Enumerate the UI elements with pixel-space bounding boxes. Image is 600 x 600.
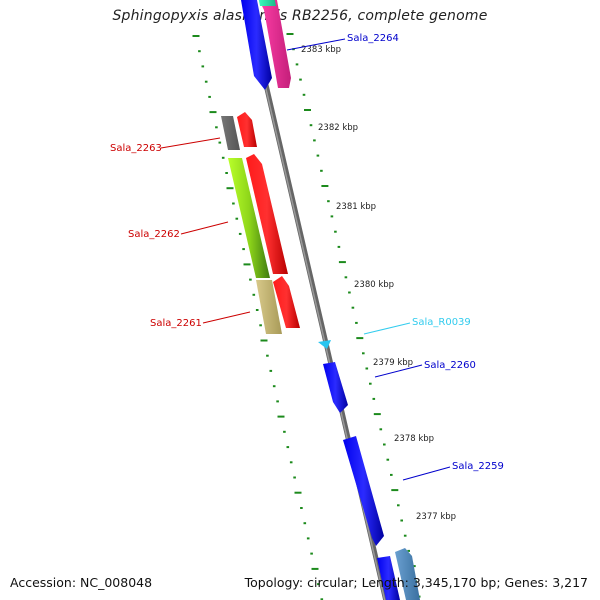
gene-arrow-sala-r0039[interactable]	[318, 340, 331, 349]
gene-arrow-sala-2263[interactable]	[237, 112, 257, 147]
gene-arrow-sala-2261[interactable]	[273, 276, 300, 328]
gene-arrow-sala-2263-gray[interactable]	[221, 116, 240, 150]
gene-labels: Sala_2264 Sala_2263 Sala_2262 Sala_2261 …	[110, 33, 504, 472]
accession-text: Accession: NC_008048	[10, 575, 153, 590]
gene-arrow-sala-2262-green[interactable]	[228, 158, 270, 278]
tick-label: 2378 kbp	[394, 434, 434, 444]
gene-arrow-sala-2261-khaki[interactable]	[256, 280, 282, 334]
tick-label: 2380 kbp	[354, 280, 394, 290]
tick-label: 2381 kbp	[336, 202, 376, 212]
map-title: Sphingopyxis alaskensis RB2256, complete…	[112, 8, 488, 24]
gene-label-sala-2259[interactable]: Sala_2259	[452, 461, 504, 472]
gene-label-sala-r0039[interactable]: Sala_R0039	[412, 317, 471, 328]
gene-label-sala-2260[interactable]: Sala_2260	[424, 360, 476, 371]
gene-arrow-bottom-steel[interactable]	[395, 548, 420, 600]
gene-label-sala-2261[interactable]: Sala_2261	[150, 318, 202, 329]
gene-features[interactable]	[221, 0, 420, 600]
gene-arrow-sala-2259[interactable]	[343, 436, 384, 546]
gene-label-sala-2264[interactable]: Sala_2264	[347, 33, 399, 44]
tick-label: 2379 kbp	[373, 358, 413, 368]
tick-label: 2382 kbp	[318, 123, 358, 133]
gene-arrow-sala-2260[interactable]	[323, 362, 348, 413]
label-leaders	[160, 38, 451, 481]
gene-arrow-sala-2262[interactable]	[246, 154, 288, 274]
tick-label: 2383 kbp	[301, 45, 341, 55]
scale-ticks: 2383 kbp 2382 kbp 2381 kbp 2380 kbp 2379…	[301, 45, 456, 522]
gene-arrow-sala-2264[interactable]	[241, 0, 272, 90]
scale-track	[286, 33, 421, 598]
gene-arrow-sala-2264-cds[interactable]	[259, 0, 291, 88]
topology-summary: Topology: circular; Length: 3,345,170 bp…	[244, 575, 588, 590]
gene-label-sala-2262[interactable]: Sala_2262	[128, 229, 180, 240]
gene-arrow-teal[interactable]	[258, 0, 276, 6]
gc-skew-track	[192, 35, 324, 600]
gene-arrow-bottom-blue[interactable]	[377, 556, 400, 600]
tick-label: 2377 kbp	[416, 512, 456, 522]
gene-label-sala-2263[interactable]: Sala_2263	[110, 143, 162, 154]
